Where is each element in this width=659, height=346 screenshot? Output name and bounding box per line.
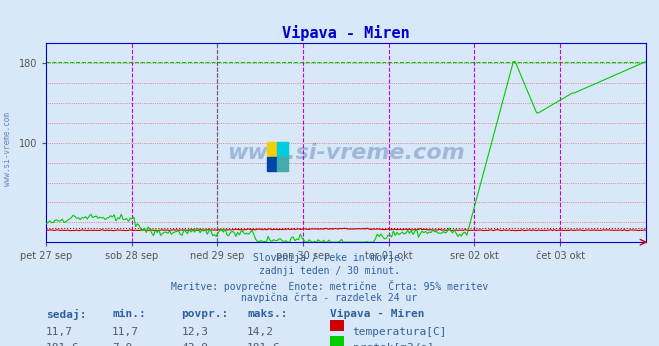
Text: navpična črta - razdelek 24 ur: navpična črta - razdelek 24 ur	[241, 293, 418, 303]
Text: temperatura[C]: temperatura[C]	[353, 327, 447, 337]
Text: 11,7: 11,7	[112, 327, 139, 337]
Text: maks.:: maks.:	[247, 309, 287, 319]
Text: sedaj:: sedaj:	[46, 309, 86, 320]
Text: pretok[m3/s]: pretok[m3/s]	[353, 343, 434, 346]
Text: www.si-vreme.com: www.si-vreme.com	[3, 112, 13, 186]
Bar	[267, 156, 277, 171]
Bar	[267, 142, 277, 156]
Text: zadnji teden / 30 minut.: zadnji teden / 30 minut.	[259, 266, 400, 276]
Text: Slovenija / reke in morje.: Slovenija / reke in morje.	[253, 253, 406, 263]
Text: povpr.:: povpr.:	[181, 309, 229, 319]
Text: min.:: min.:	[112, 309, 146, 319]
Text: 7,0: 7,0	[112, 343, 132, 346]
Text: 181,6: 181,6	[247, 343, 281, 346]
Bar	[277, 142, 288, 156]
Text: Vipava - Miren: Vipava - Miren	[330, 309, 424, 319]
Title: Vipava - Miren: Vipava - Miren	[282, 25, 410, 41]
Bar	[277, 156, 288, 171]
Text: www.si-vreme.com: www.si-vreme.com	[227, 143, 465, 163]
Text: 14,2: 14,2	[247, 327, 274, 337]
Text: 12,3: 12,3	[181, 327, 208, 337]
Text: 43,9: 43,9	[181, 343, 208, 346]
Text: 181,6: 181,6	[46, 343, 80, 346]
Text: 11,7: 11,7	[46, 327, 73, 337]
Text: Meritve: povprečne  Enote: metrične  Črta: 95% meritev: Meritve: povprečne Enote: metrične Črta:…	[171, 280, 488, 292]
